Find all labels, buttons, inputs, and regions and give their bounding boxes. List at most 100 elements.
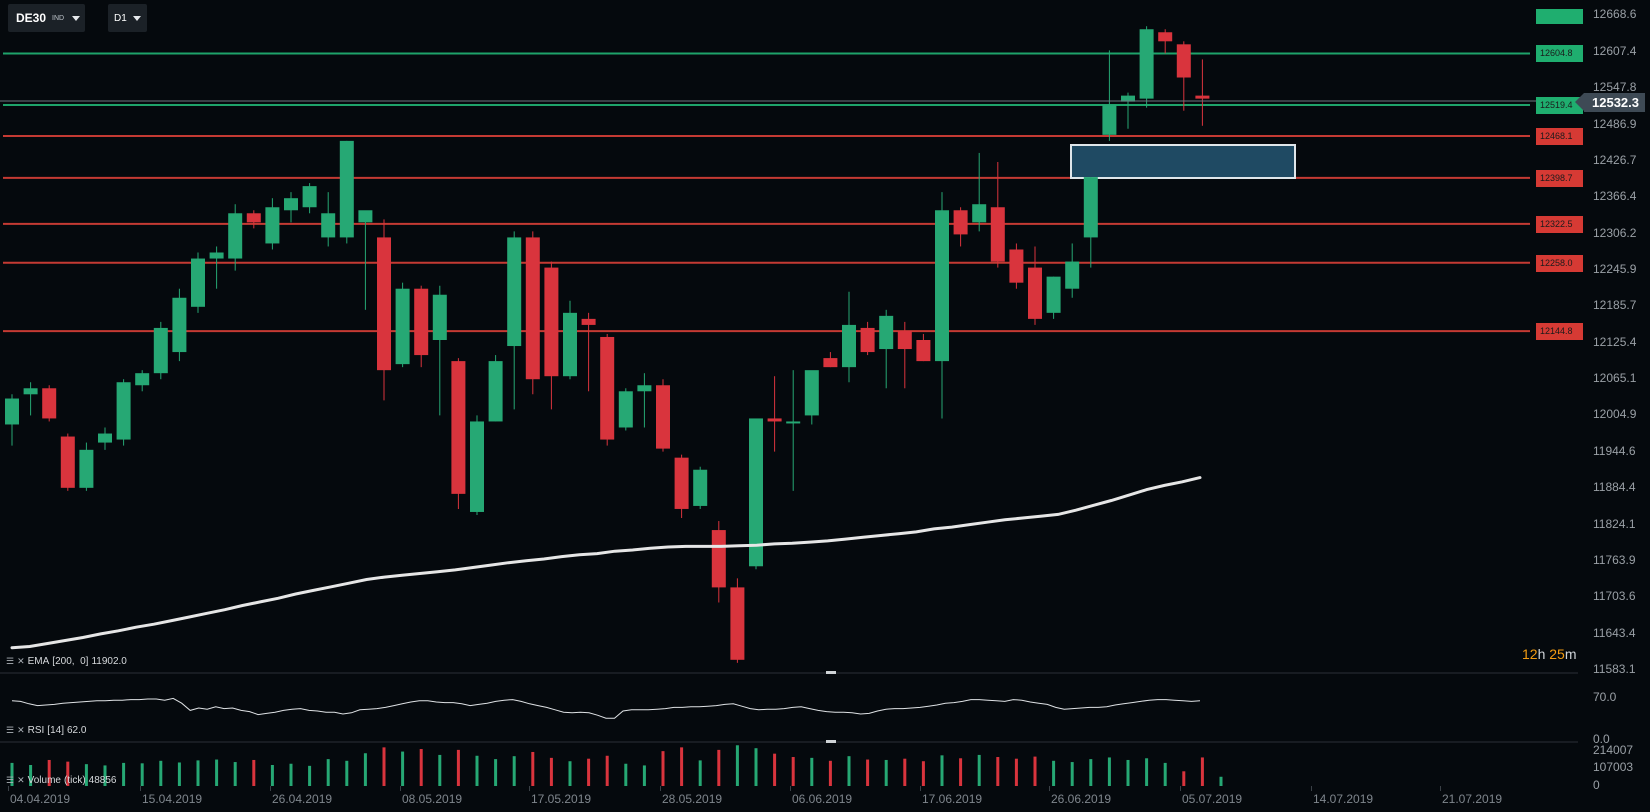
candle[interactable] — [823, 352, 838, 368]
level-price-tag[interactable]: 12398.7 — [1536, 169, 1583, 187]
settings-icon[interactable]: ☰ — [6, 725, 15, 735]
candle[interactable] — [618, 388, 633, 431]
level-price-tag[interactable]: 12144.8 — [1536, 323, 1583, 341]
candle[interactable] — [860, 321, 875, 356]
candle[interactable] — [953, 207, 968, 247]
candle[interactable] — [1102, 50, 1117, 141]
candle[interactable] — [79, 442, 94, 491]
candle[interactable] — [321, 192, 336, 247]
candle[interactable] — [377, 219, 391, 401]
candle-body — [172, 297, 187, 353]
timer-hours: 12 — [1522, 646, 1538, 662]
symbol-selector[interactable]: DE30 IND — [8, 4, 85, 32]
volume-bar — [921, 761, 925, 786]
candle[interactable] — [1083, 177, 1098, 268]
candle[interactable] — [730, 578, 745, 663]
candle[interactable] — [284, 192, 298, 223]
candle[interactable] — [674, 454, 689, 519]
candle[interactable] — [600, 333, 615, 446]
volume-bar — [512, 756, 516, 786]
candle[interactable] — [5, 394, 19, 446]
candle[interactable] — [1028, 246, 1042, 325]
candle[interactable] — [246, 210, 261, 229]
candle[interactable] — [1176, 41, 1191, 111]
candle[interactable] — [1139, 26, 1154, 108]
candle[interactable] — [42, 385, 57, 422]
candle[interactable] — [842, 291, 856, 383]
candle-body — [1102, 104, 1117, 135]
close-icon[interactable]: ✕ — [17, 656, 25, 666]
level-price-tag[interactable]: 12258.0 — [1536, 254, 1583, 272]
candle[interactable] — [488, 355, 503, 422]
chevron-down-icon — [132, 15, 141, 21]
highlight-zone[interactable] — [1070, 144, 1296, 179]
candle[interactable] — [804, 370, 819, 425]
candle[interactable] — [525, 231, 540, 395]
candle[interactable] — [470, 415, 484, 515]
volume-bar — [289, 763, 293, 786]
candle[interactable] — [414, 285, 429, 368]
level-price-tag[interactable]: 12322.5 — [1536, 215, 1583, 233]
candle[interactable] — [228, 204, 243, 271]
candle[interactable] — [656, 379, 670, 452]
candle[interactable] — [451, 358, 466, 509]
candle[interactable] — [339, 140, 354, 244]
rsi-pane-resize-handle[interactable] — [826, 671, 836, 674]
candle[interactable] — [135, 370, 150, 392]
level-price-tag[interactable]: 12468.1 — [1536, 127, 1583, 145]
date-axis-label: 06.06.2019 — [792, 792, 853, 806]
close-icon[interactable]: ✕ — [17, 775, 25, 785]
candle[interactable] — [23, 382, 38, 416]
candle[interactable] — [432, 285, 447, 416]
level-price-tag-partial[interactable] — [1536, 9, 1583, 24]
volume-pane-resize-handle[interactable] — [826, 740, 836, 743]
candle[interactable] — [711, 521, 726, 603]
candle[interactable] — [153, 321, 168, 380]
candle[interactable] — [786, 370, 801, 491]
candle[interactable] — [879, 309, 894, 389]
candle[interactable] — [265, 198, 280, 250]
candle[interactable] — [209, 246, 224, 289]
volume-axis-max: 214007 — [1593, 743, 1634, 757]
volume-bar — [326, 759, 330, 786]
candle[interactable] — [544, 261, 559, 410]
candle[interactable] — [1195, 59, 1210, 126]
candle[interactable] — [972, 152, 987, 232]
date-axis-label: 17.06.2019 — [922, 792, 983, 806]
candle[interactable] — [507, 231, 522, 410]
settings-icon[interactable]: ☰ — [6, 775, 15, 785]
timeframe-selector[interactable]: D1 — [108, 4, 147, 32]
candle[interactable] — [637, 373, 652, 428]
candle-body — [786, 421, 801, 424]
close-icon[interactable]: ✕ — [17, 725, 25, 735]
candle[interactable] — [395, 282, 410, 368]
candle[interactable] — [1065, 243, 1080, 298]
candle[interactable] — [897, 321, 912, 389]
candle[interactable] — [116, 379, 131, 446]
level-price-tag[interactable]: 12519.4 — [1536, 97, 1583, 115]
candle[interactable] — [60, 433, 75, 491]
candle[interactable] — [693, 466, 708, 509]
candle[interactable] — [358, 210, 373, 310]
candle-body — [1009, 249, 1024, 283]
candle[interactable] — [563, 300, 577, 380]
candle[interactable] — [302, 183, 317, 214]
candle[interactable] — [98, 427, 112, 450]
candle[interactable] — [916, 333, 931, 362]
candle[interactable] — [1046, 276, 1061, 319]
candle[interactable] — [935, 192, 949, 419]
candle[interactable] — [767, 376, 782, 452]
candle[interactable] — [1121, 92, 1135, 129]
candle[interactable] — [1009, 243, 1024, 289]
candle[interactable] — [581, 312, 596, 392]
settings-icon[interactable]: ☰ — [6, 656, 15, 666]
level-price-tag[interactable]: 12604.8 — [1536, 45, 1583, 63]
candle[interactable] — [1158, 29, 1173, 54]
candle[interactable] — [191, 252, 205, 313]
candle[interactable] — [172, 288, 187, 362]
price-axis-label: 11884.4 — [1593, 480, 1636, 495]
volume-bar — [531, 751, 535, 786]
volume-axis-mid: 107003 — [1593, 760, 1634, 774]
candle[interactable] — [990, 161, 1005, 268]
